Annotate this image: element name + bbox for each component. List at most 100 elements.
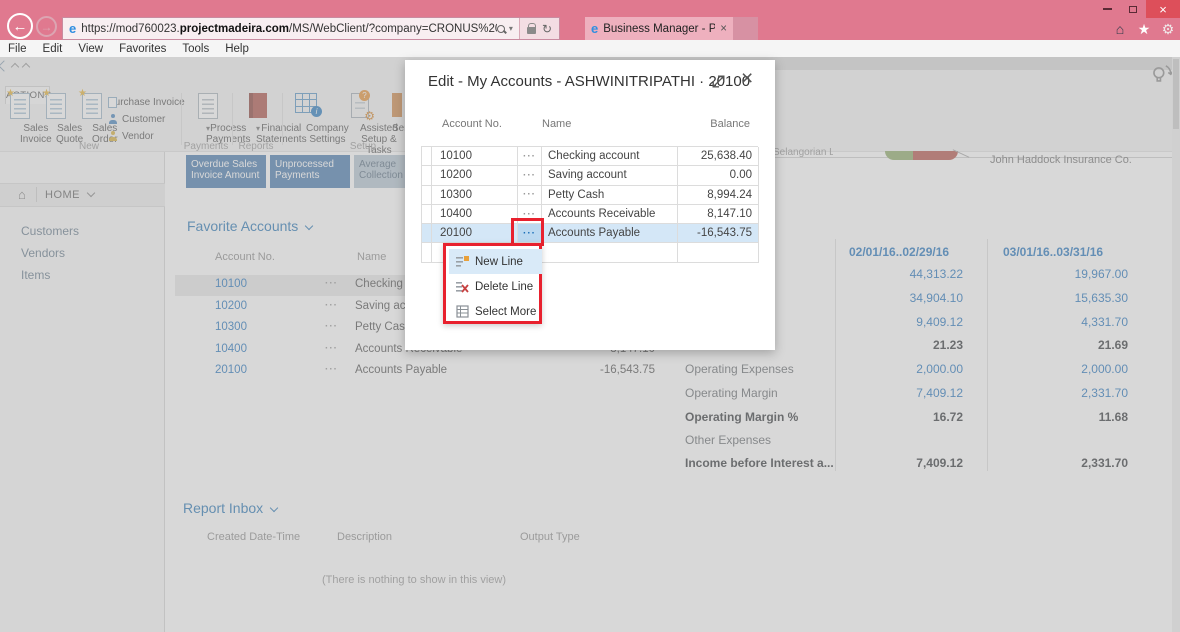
table-row[interactable]: 10100 ··· Checking account 25,638.40 [422,147,759,167]
clipped-ribbon-button[interactable]: Ser Exte [392,93,414,134]
cell-balance[interactable] [678,243,759,262]
row-selector[interactable] [422,243,432,262]
menu-file[interactable]: File [8,42,27,55]
cell-name[interactable] [542,243,678,262]
back-button[interactable]: ← [7,13,33,39]
tab-close-icon[interactable]: × [720,22,727,35]
fin-period-header-1[interactable]: 02/01/16..02/29/16 [849,245,950,259]
report-inbox-heading[interactable]: Report Inbox [183,500,279,516]
fin-value[interactable]: 21.69 [1097,338,1128,352]
scrollbar[interactable] [1172,57,1180,632]
menu-item-new-line[interactable]: New Line [449,249,542,274]
bg-account-link[interactable]: 10200 [215,299,247,312]
fin-value[interactable]: 15,635.30 [1074,291,1128,305]
bg-account-link[interactable]: 10100 [215,278,247,290]
row-selector[interactable] [422,224,432,243]
browser-tab[interactable]: e Business Manager - Project ... × [585,17,733,40]
purchase-invoice-button[interactable]: Purchase Invoice [108,95,185,109]
row-actions-icon[interactable]: ··· [518,147,542,166]
cell-account[interactable]: 20100 [432,224,518,243]
cell-account[interactable]: 10400 [432,204,518,224]
fin-value[interactable]: 2,331.70 [1081,456,1128,470]
scrollbar-thumb[interactable] [1173,59,1179,129]
home-icon[interactable]: ⌂ [1115,21,1125,37]
cell-balance[interactable]: 0.00 [678,166,759,185]
fin-value[interactable]: 34,904.10 [909,291,963,305]
row-selector[interactable] [422,166,432,185]
sales-order-button[interactable]: ★ Sales Order [72,89,118,146]
minimize-button[interactable] [1094,0,1120,18]
bg-row-actions-icon[interactable]: ··· [325,321,338,332]
customer-button[interactable]: Customer [108,112,184,126]
tile-overdue-sales[interactable]: Overdue Sales Invoice Amount [186,155,266,188]
fin-period-header-2[interactable]: 03/01/16..03/31/16 [1003,245,1104,259]
address-bar[interactable]: e https://mod760023. projectmadeira.com/M… [62,17,560,40]
cell-balance[interactable]: 25,638.40 [678,147,759,166]
fin-value[interactable]: 4,331.70 [1081,315,1128,329]
table-row-selected[interactable]: 20100 ··· Accounts Payable -16,543.75 [422,224,759,244]
sidebar-item-items[interactable]: Items [21,268,51,282]
fin-value[interactable]: 19,967.00 [1074,267,1128,281]
cell-balance[interactable]: 8,147.10 [678,204,759,224]
cell-balance[interactable]: -16,543.75 [678,224,759,243]
fin-value[interactable]: 2,331.70 [1081,386,1128,400]
fin-value[interactable]: 2,000.00 [1081,362,1128,376]
bg-row-actions-icon[interactable]: ··· [325,299,338,311]
dialog-close-icon[interactable]: × [741,67,754,90]
vendor-button[interactable]: Vendor [108,129,184,143]
fin-value[interactable]: 2,000.00 [916,362,963,376]
cell-name[interactable]: Accounts Payable [542,224,678,243]
close-button[interactable]: × [1146,0,1180,18]
tile-unprocessed-payments[interactable]: Unprocessed Payments [270,155,350,188]
sales-invoice-button[interactable]: ★ Sales Invoice [0,89,52,146]
bg-account-link[interactable]: 20100 [215,364,247,376]
forward-button[interactable]: → [36,16,57,37]
row-selector[interactable] [422,185,432,204]
cell-account[interactable]: 10100 [432,147,518,166]
sidebar-item-customers[interactable]: Customers [21,224,80,238]
menu-favorites[interactable]: Favorites [119,42,167,55]
company-settings-button[interactable]: Company Settings [284,93,349,145]
bg-row-actions-icon[interactable]: ··· [325,364,338,375]
fin-value[interactable]: 7,409.12 [916,386,963,400]
cell-name[interactable]: Petty Cash [542,185,678,204]
financial-statements-button[interactable]: Financial Statements ▾ [234,93,307,145]
assisted-setup-button[interactable]: ? ⚙ Assisted Setup & Tasks [328,90,398,156]
cell-name[interactable]: Accounts Receivable [542,204,678,224]
cell-account[interactable]: 10300 [432,185,518,204]
menu-edit[interactable]: Edit [42,42,63,55]
refresh-icon[interactable]: ↻ [541,21,552,36]
cell-name[interactable]: Saving account [542,166,678,185]
search-caret-icon[interactable]: ▾ [508,24,513,33]
process-payments-button[interactable]: Process Payments ▾ [184,93,250,145]
table-row[interactable]: 10200 ··· Saving account 0.00 [422,166,759,186]
menu-help[interactable]: Help [225,42,249,55]
bg-account-link[interactable]: 10400 [215,342,247,355]
fin-value[interactable]: 44,313.22 [909,267,963,281]
cell-account[interactable]: 10200 [432,166,518,185]
lightbulb-sync-icon[interactable] [1148,62,1174,88]
row-selector[interactable] [422,147,432,166]
expand-dialog-icon[interactable] [710,73,727,90]
new-tab-button[interactable] [733,17,758,40]
row-actions-icon[interactable]: ··· [518,185,542,204]
row-selector[interactable] [422,204,432,224]
fin-value[interactable]: 21.23 [932,338,963,352]
sales-quote-button[interactable]: ★ Sales Quote [36,89,83,146]
bg-account-link[interactable]: 10300 [215,321,247,333]
fin-value[interactable]: 16.72 [932,410,963,424]
table-row[interactable]: 10400 ··· Accounts Receivable 8,147.10 [422,204,759,225]
favorites-star-icon[interactable]: ★ [1137,21,1151,37]
cell-name[interactable]: Checking account [542,147,678,166]
menu-item-select-more[interactable]: Select More [449,299,542,324]
sidebar-item-vendors[interactable]: Vendors [21,246,66,260]
row-actions-icon[interactable]: ··· [518,204,542,224]
cell-balance[interactable]: 8,994.24 [678,185,759,204]
favorite-accounts-heading[interactable]: Favorite Accounts [187,218,314,234]
menu-view[interactable]: View [78,42,104,55]
sidebar-home-label[interactable]: HOME [45,188,95,201]
bg-row-actions-icon[interactable]: ··· [325,278,338,289]
menu-tools[interactable]: Tools [182,42,210,55]
fin-value[interactable]: 11.68 [1098,410,1128,424]
row-actions-icon[interactable]: ··· [518,166,542,185]
